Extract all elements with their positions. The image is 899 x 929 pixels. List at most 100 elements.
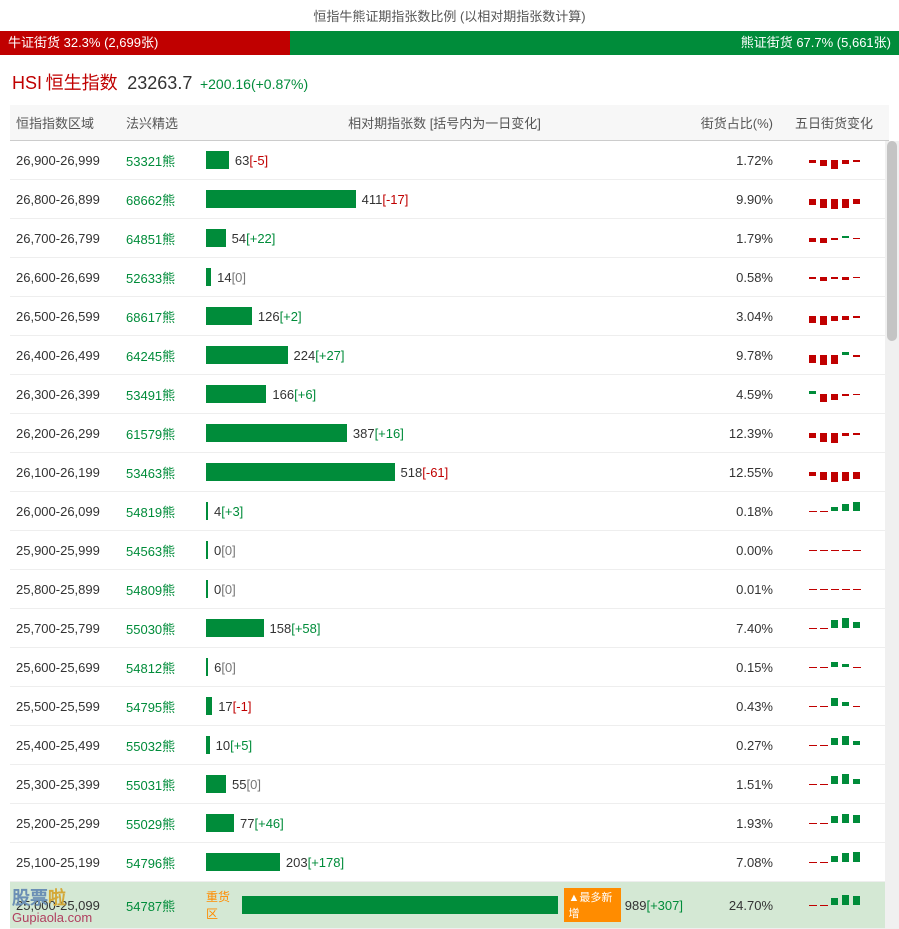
spark-bar bbox=[842, 304, 849, 328]
col-range[interactable]: 恒指指数区域 bbox=[10, 105, 120, 141]
cell-code[interactable]: 61579熊 bbox=[120, 414, 200, 453]
col-pct[interactable]: 街货占比(%) bbox=[689, 105, 779, 141]
cell-code[interactable]: 64851熊 bbox=[120, 219, 200, 258]
col-bars[interactable]: 相对期指张数 [括号内为一日变化] bbox=[200, 105, 689, 141]
spark-bar bbox=[831, 577, 838, 601]
spark-bar bbox=[853, 811, 860, 835]
spark-bar bbox=[842, 811, 849, 835]
spark-bar bbox=[831, 460, 838, 484]
bar-delta: [-1] bbox=[233, 699, 252, 714]
cell-pct: 0.18% bbox=[689, 492, 779, 531]
cell-code[interactable]: 54795熊 bbox=[120, 687, 200, 726]
bar-fill bbox=[206, 190, 356, 208]
cell-code[interactable]: 55030熊 bbox=[120, 609, 200, 648]
spark-bar bbox=[842, 187, 849, 211]
spark-bar bbox=[831, 304, 838, 328]
spark-bar bbox=[809, 655, 816, 679]
cell-code[interactable]: 54563熊 bbox=[120, 531, 200, 570]
bar-value: 63 bbox=[235, 153, 249, 168]
cell-range: 26,100-26,199 bbox=[10, 453, 120, 492]
bar-value: 387 bbox=[353, 426, 375, 441]
bar-value: 54 bbox=[232, 231, 246, 246]
table-row: 26,100-26,19953463熊 518 [-61]12.55% bbox=[10, 453, 889, 492]
spark-bar bbox=[820, 343, 827, 367]
spark-bar bbox=[853, 304, 860, 328]
bar-delta: [+27] bbox=[315, 348, 344, 363]
col-spark[interactable]: 五日街货变化 bbox=[779, 105, 889, 141]
cell-range: 25,800-25,899 bbox=[10, 570, 120, 609]
cell-code[interactable]: 64245熊 bbox=[120, 336, 200, 375]
spark-bar bbox=[853, 850, 860, 874]
bar-delta: [+2] bbox=[280, 309, 302, 324]
spark-bar bbox=[809, 733, 816, 757]
cell-code[interactable]: 54796熊 bbox=[120, 843, 200, 882]
cell-code[interactable]: 54812熊 bbox=[120, 648, 200, 687]
bar-delta: [0] bbox=[221, 660, 235, 675]
spark-bar bbox=[809, 893, 816, 917]
spark-bar bbox=[842, 577, 849, 601]
data-table: 恒指指数区域 法兴精选 相对期指张数 [括号内为一日变化] 街货占比(%) 五日… bbox=[10, 105, 889, 929]
bar-fill bbox=[242, 896, 559, 914]
bar-fill bbox=[206, 502, 208, 520]
cell-pct: 3.04% bbox=[689, 297, 779, 336]
spark-bar bbox=[831, 148, 838, 172]
spark-bar bbox=[820, 694, 827, 718]
table-row: 25,100-25,19954796熊 203 [+178]7.08% bbox=[10, 843, 889, 882]
cell-code[interactable]: 53491熊 bbox=[120, 375, 200, 414]
spark-bar bbox=[842, 343, 849, 367]
cell-code[interactable]: 53321熊 bbox=[120, 141, 200, 180]
table-row: 26,300-26,39953491熊 166 [+6]4.59% bbox=[10, 375, 889, 414]
cell-bar: 6 [0] bbox=[200, 648, 689, 687]
col-code[interactable]: 法兴精选 bbox=[120, 105, 200, 141]
bar-delta: [+3] bbox=[221, 504, 243, 519]
cell-range: 25,200-25,299 bbox=[10, 804, 120, 843]
spark-bar bbox=[809, 265, 816, 289]
spark-bar bbox=[853, 655, 860, 679]
cell-code[interactable]: 54819熊 bbox=[120, 492, 200, 531]
spark-bar bbox=[842, 616, 849, 640]
cell-code[interactable]: 68617熊 bbox=[120, 297, 200, 336]
spark-bar bbox=[831, 616, 838, 640]
index-value: 23263.7 bbox=[127, 73, 192, 93]
cell-bar: 203 [+178] bbox=[200, 843, 689, 882]
spark-bar bbox=[842, 421, 849, 445]
cell-pct: 1.51% bbox=[689, 765, 779, 804]
spark-bar bbox=[842, 226, 849, 250]
cell-code[interactable]: 52633熊 bbox=[120, 258, 200, 297]
cell-bar: 14 [0] bbox=[200, 258, 689, 297]
bar-fill bbox=[206, 736, 210, 754]
scrollbar[interactable] bbox=[885, 141, 899, 929]
cell-code[interactable]: 55031熊 bbox=[120, 765, 200, 804]
spark-bar bbox=[820, 577, 827, 601]
table-row: 26,400-26,49964245熊 224 [+27]9.78% bbox=[10, 336, 889, 375]
table-row: 25,900-25,99954563熊 0 [0]0.00% bbox=[10, 531, 889, 570]
cell-pct: 4.59% bbox=[689, 375, 779, 414]
scroll-thumb[interactable] bbox=[887, 141, 897, 341]
cell-code[interactable]: 53463熊 bbox=[120, 453, 200, 492]
bar-delta: [-5] bbox=[249, 153, 268, 168]
bar-value: 4 bbox=[214, 504, 221, 519]
spark-bar bbox=[820, 616, 827, 640]
cell-range: 26,000-26,099 bbox=[10, 492, 120, 531]
bar-fill bbox=[206, 151, 229, 169]
cell-code[interactable]: 54809熊 bbox=[120, 570, 200, 609]
spark-bar bbox=[831, 382, 838, 406]
cell-pct: 9.78% bbox=[689, 336, 779, 375]
cell-code[interactable]: 54787熊 bbox=[120, 882, 200, 929]
cell-spark bbox=[779, 648, 889, 687]
bar-value: 17 bbox=[218, 699, 232, 714]
spark-bar bbox=[809, 304, 816, 328]
cell-bar: 224 [+27] bbox=[200, 336, 689, 375]
page-title: 恒指牛熊证期指张数比例 (以相对期指张数计算) bbox=[0, 0, 899, 31]
spark-bar bbox=[820, 655, 827, 679]
bar-fill bbox=[206, 307, 252, 325]
cell-bar: 17 [-1] bbox=[200, 687, 689, 726]
cell-bar: 0 [0] bbox=[200, 570, 689, 609]
cell-code[interactable]: 68662熊 bbox=[120, 180, 200, 219]
cell-pct: 12.39% bbox=[689, 414, 779, 453]
cell-code[interactable]: 55032熊 bbox=[120, 726, 200, 765]
bar-fill bbox=[206, 424, 347, 442]
spark-bar bbox=[831, 265, 838, 289]
cell-code[interactable]: 55029熊 bbox=[120, 804, 200, 843]
cell-spark bbox=[779, 804, 889, 843]
